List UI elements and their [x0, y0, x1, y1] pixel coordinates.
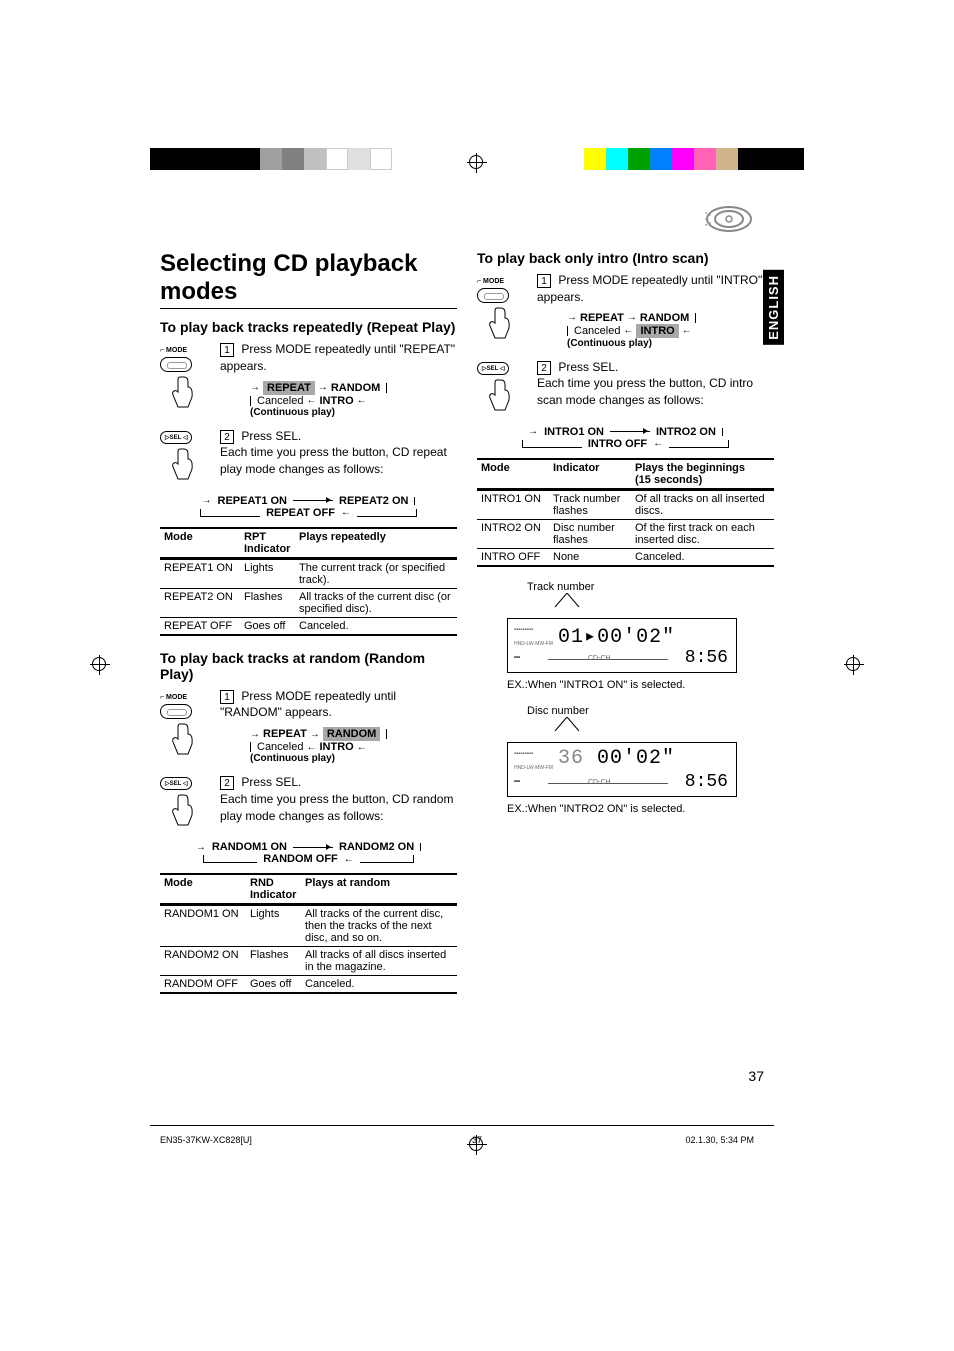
mode-cycle-diagram: → REPEAT → RANDOM Canceled ← INTRO ← (Co… [250, 381, 457, 418]
step-text: Press MODE repeatedly until "RANDOM" app… [220, 689, 396, 720]
crosshair-icon [839, 650, 869, 680]
step-text: Press SEL.Each time you press the button… [537, 360, 753, 408]
display-example-text: EX.:When "INTRO2 ON" is selected. [507, 803, 774, 815]
section-heading-intro: To play back only intro (Intro scan) [477, 250, 774, 266]
crosshair-icon [462, 1130, 492, 1160]
footer-divider [150, 1125, 774, 1126]
disc-logo-icon [704, 205, 754, 233]
step-text: Press SEL.Each time you press the button… [220, 775, 453, 823]
sel-button-icon: ▷SEL ◁ [477, 359, 537, 418]
crosshair-icon [462, 148, 492, 178]
intro-mode-table: ModeIndicatorPlays the beginnings(15 sec… [477, 458, 774, 567]
submode-cycle-diagram: → REPEAT1 ON REPEAT2 ON REPEAT OFF ← [160, 495, 457, 519]
submode-cycle-diagram: → RANDOM1 ON RANDOM2 ON RANDOM OFF ← [160, 841, 457, 865]
display-example-text: EX.:When "INTRO1 ON" is selected. [507, 679, 774, 691]
mode-button-icon: ⌐ MODE [477, 272, 537, 351]
page-number: 37 [748, 1068, 764, 1084]
section-heading-repeat: To play back tracks repeatedly (Repeat P… [160, 319, 457, 335]
step-number: 1 [220, 343, 234, 357]
lcd-display-illustration: ▪▪▪▪▪▪▪▪▪ HND-LW-MW-FM 36 00'02" CD-CH 8… [507, 742, 737, 797]
step-number: 2 [220, 776, 234, 790]
page-title: Selecting CD playback modes [160, 250, 457, 309]
display-callout: Track number [527, 581, 774, 593]
footer-doc-id: EN35-37KW-XC828[U] [160, 1135, 252, 1145]
mode-cycle-diagram: → REPEAT → RANDOM Canceled ← INTRO ← (Co… [250, 727, 457, 764]
submode-cycle-diagram: → INTRO1 ON INTRO2 ON INTRO OFF ← [477, 426, 774, 450]
step-number: 2 [220, 430, 234, 444]
step-text: Press MODE repeatedly until "REPEAT" app… [220, 342, 455, 373]
sel-button-icon: ▷SEL ◁ [160, 774, 220, 833]
sel-button-icon: ▷SEL ◁ [160, 428, 220, 487]
step-number: 1 [537, 274, 551, 288]
display-callout: Disc number [527, 705, 774, 717]
mode-cycle-diagram: → REPEAT → RANDOM Canceled ← INTRO ← (Co… [567, 312, 774, 349]
crosshair-icon [85, 650, 115, 680]
step-text: Press SEL.Each time you press the button… [220, 429, 447, 477]
repeat-mode-table: ModeRPTIndicatorPlays repeatedly REPEAT1… [160, 527, 457, 636]
footer-timestamp: 02.1.30, 5:34 PM [685, 1135, 754, 1145]
print-registration-bars [0, 148, 954, 170]
step-number: 1 [220, 690, 234, 704]
mode-button-icon: ⌐ MODE [160, 341, 220, 420]
section-heading-random: To play back tracks at random (Random Pl… [160, 650, 457, 682]
random-mode-table: ModeRNDIndicatorPlays at random RANDOM1 … [160, 873, 457, 994]
step-number: 2 [537, 361, 551, 375]
lcd-display-illustration: ▪▪▪▪▪▪▪▪▪ HND-LW-MW-FM 01▸00'02" CD-CH 8… [507, 618, 737, 673]
mode-button-icon: ⌐ MODE [160, 688, 220, 767]
step-text: Press MODE repeatedly until "INTRO" appe… [537, 273, 762, 304]
